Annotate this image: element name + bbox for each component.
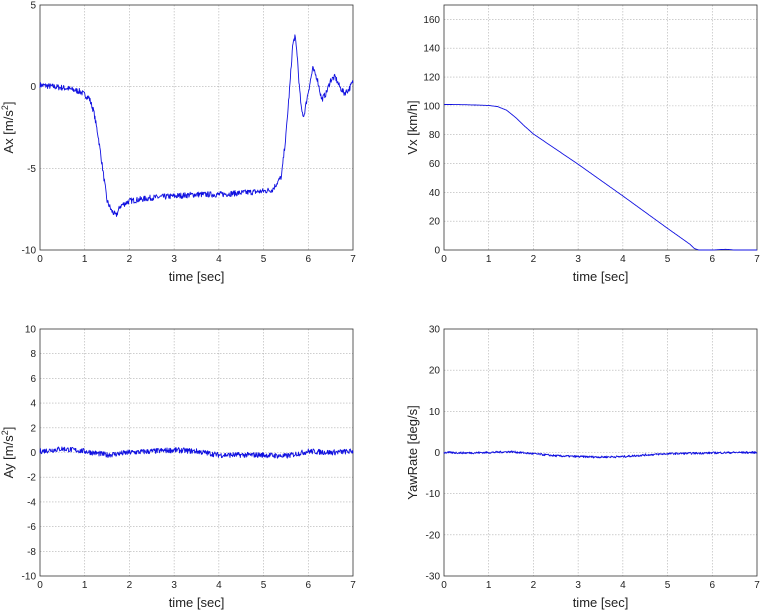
x-tick-label: 5	[261, 254, 267, 265]
x-tick-label: 4	[216, 254, 222, 265]
y-tick-label: 120	[423, 73, 440, 84]
x-tick-label: 0	[441, 580, 447, 591]
x-tick-label: 2	[531, 254, 537, 265]
y-tick-label: 30	[429, 325, 441, 336]
y-axis-label: Vx [km/h]	[405, 100, 420, 154]
y-tick-label: 0	[434, 246, 440, 257]
y-tick-label: 80	[429, 130, 441, 141]
y-tick-label: 0	[30, 82, 36, 93]
y-tick-label: -8	[27, 547, 36, 558]
y-tick-label: 0	[434, 448, 440, 459]
y-tick-label: 6	[30, 374, 36, 385]
x-axis-label: time [sec]	[573, 595, 629, 610]
x-tick-label: 0	[441, 254, 447, 265]
x-tick-label: 2	[531, 580, 537, 591]
x-tick-label: 5	[665, 580, 671, 591]
x-tick-label: 6	[306, 580, 312, 591]
x-tick-label: 5	[261, 580, 267, 591]
x-tick-label: 6	[710, 254, 716, 265]
x-tick-label: 4	[620, 580, 626, 591]
y-tick-label: 10	[429, 407, 441, 418]
x-tick-label: 5	[665, 254, 671, 265]
x-tick-label: 7	[754, 580, 760, 591]
x-tick-label: 7	[350, 580, 356, 591]
chart-ax: 0 1 2 3 4 5 6 7 5 0 -5 -10 time [sec] Ax [m/s2]	[0, 1, 356, 285]
x-tick-label: 4	[620, 254, 626, 265]
x-tick-label: 0	[37, 254, 43, 265]
y-tick-label: -2	[27, 473, 36, 484]
y-tick-label: -30	[426, 572, 441, 583]
x-tick-label: 6	[306, 254, 312, 265]
y-tick-label: 40	[429, 188, 441, 199]
y-tick-label: -10	[426, 489, 441, 500]
y-tick-label: 160	[423, 15, 440, 26]
y-tick-label: 2	[30, 423, 36, 434]
y-tick-label: 8	[30, 349, 36, 360]
chart-vx: 0 1 2 3 4 5 6 7 160 140 120 100 80 60 40 20 0 time [sec] V…	[405, 4, 760, 284]
y-tick-label: 20	[429, 366, 441, 377]
y-tick-label: -20	[426, 530, 441, 541]
x-tick-label: 7	[350, 254, 356, 265]
series-line-ay	[39, 446, 354, 459]
y-tick-label: 60	[429, 159, 441, 170]
x-tick-label: 1	[486, 254, 492, 265]
y-tick-label: -5	[27, 164, 36, 175]
x-tick-label: 3	[575, 580, 581, 591]
y-tick-label: 10	[25, 325, 37, 336]
x-tick-label: 4	[216, 580, 222, 591]
x-tick-label: 2	[127, 254, 133, 265]
x-tick-label: 3	[171, 580, 177, 591]
chart-ay: 0 1 2 3 4 5 6 7 10 8 6 4 2 0 -2 -4 -6 -8 -10 time [sec] Ay […	[0, 325, 356, 611]
y-axis-label: Ax [m/s2]	[0, 102, 16, 154]
y-tick-label: -6	[27, 522, 36, 533]
y-axis-label: Ay [m/s2]	[0, 427, 16, 479]
y-tick-label: 100	[423, 101, 440, 112]
y-tick-label: 4	[30, 399, 36, 410]
series-line-vx	[443, 103, 758, 251]
x-axis-label: time [sec]	[169, 595, 225, 610]
x-tick-label: 2	[127, 580, 133, 591]
y-tick-label: -10	[22, 572, 37, 583]
y-tick-label: -10	[22, 246, 37, 257]
chart-yaw: 0 1 2 3 4 5 6 7 30 20 10 0 -10 -20 -30 time [sec] YawRat…	[405, 325, 760, 611]
y-tick-label: -4	[27, 497, 36, 508]
plot-frame	[443, 4, 758, 251]
x-tick-label: 1	[486, 580, 492, 591]
y-tick-label: 0	[30, 448, 36, 459]
y-tick-label: 20	[429, 217, 441, 228]
y-tick-label: 5	[30, 1, 36, 12]
x-axis-label: time [sec]	[573, 269, 629, 284]
series-line-ax	[39, 34, 354, 217]
x-tick-label: 3	[171, 254, 177, 265]
y-axis-label: YawRate [deg/s]	[405, 405, 420, 499]
y-tick-label: 140	[423, 44, 440, 55]
x-axis-label: time [sec]	[169, 269, 225, 284]
x-tick-label: 1	[82, 580, 88, 591]
x-tick-label: 3	[575, 254, 581, 265]
series-line-yaw	[443, 450, 758, 459]
x-tick-label: 7	[754, 254, 760, 265]
x-tick-label: 0	[37, 580, 43, 591]
x-tick-label: 6	[710, 580, 716, 591]
x-tick-label: 1	[82, 254, 88, 265]
plot-frame	[39, 4, 354, 251]
